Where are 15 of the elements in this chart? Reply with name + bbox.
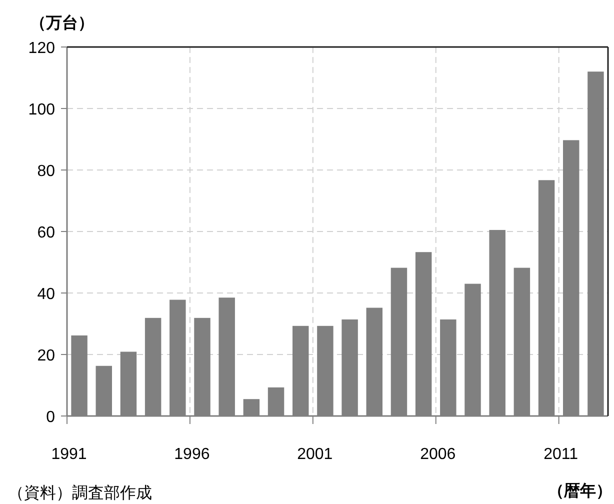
- x-axis-title: （暦年）: [548, 482, 612, 500]
- y-axis-title: （万台）: [30, 14, 94, 32]
- x-tick-label: 2001: [297, 446, 333, 463]
- y-tick-label: 20: [37, 348, 56, 364]
- x-tick-label: 1991: [51, 446, 87, 463]
- x-tick-label: 2006: [420, 446, 456, 463]
- y-tick-label: 120: [28, 40, 56, 57]
- y-tick-label: 60: [37, 224, 56, 242]
- y-tick-label: 40: [37, 286, 56, 303]
- x-tick-label: 2011: [544, 446, 578, 463]
- y-tick-label: 80: [37, 163, 56, 180]
- y-tick-label: 100: [28, 102, 56, 118]
- y-tick-label: 0: [46, 409, 56, 426]
- x-tick-label: 1996: [174, 446, 210, 463]
- text: （資料）調査部作成: [8, 484, 152, 502]
